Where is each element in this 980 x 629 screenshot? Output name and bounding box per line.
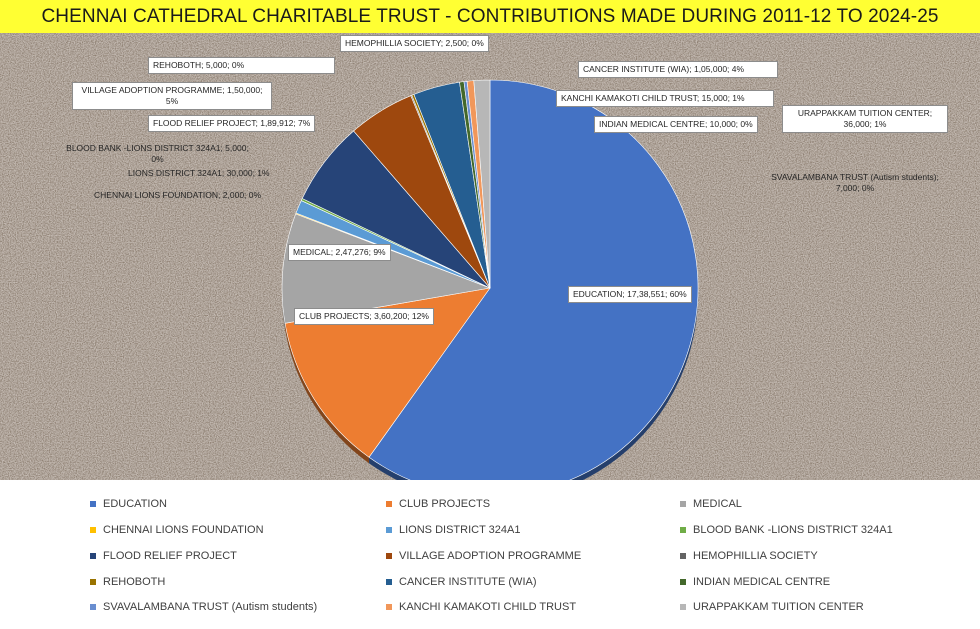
legend-swatch-icon [90,553,96,559]
legend-swatch-icon [90,527,96,533]
legend-label: REHOBOTH [103,576,166,588]
legend-item-urappakkam-tuition-center: URAPPAKKAM TUITION CENTER [680,601,864,613]
chart-title: CHENNAI CATHEDRAL CHARITABLE TRUST - CON… [41,5,939,27]
legend-label: URAPPAKKAM TUITION CENTER [693,601,864,613]
legend-item-lions-district-324a1: LIONS DISTRICT 324A1 [386,524,520,536]
data-label-education: EDUCATION; 17,38,551; 60% [568,286,692,303]
data-label-cancer-institute-wia-: CANCER INSTITUTE (WIA); 1,05,000; 4% [578,61,778,78]
data-label-hemophillia-society: HEMOPHILLIA SOCIETY; 2,500; 0% [340,35,489,52]
legend-item-hemophillia-society: HEMOPHILLIA SOCIETY [680,550,818,562]
legend-label: MEDICAL [693,498,742,510]
legend-item-blood-bank-lions-district-324a1: BLOOD BANK -LIONS DISTRICT 324A1 [680,524,893,536]
data-label-blood-bank-lions-district-324a1: BLOOD BANK -LIONS DISTRICT 324A1; 5,000;… [66,143,249,164]
data-label-club-projects: CLUB PROJECTS; 3,60,200; 12% [294,308,434,325]
legend-swatch-icon [90,604,96,610]
legend-label: INDIAN MEDICAL CENTRE [693,576,831,588]
legend-label: BLOOD BANK -LIONS DISTRICT 324A1 [693,524,893,536]
legend-label: CHENNAI LIONS FOUNDATION [103,524,264,536]
legend-label: SVAVALAMBANA TRUST (Autism students) [103,601,318,613]
legend-label: EDUCATION [103,498,167,510]
legend-swatch-icon [386,579,392,585]
legend-swatch-icon [90,501,96,507]
legend-item-cancer-institute-wia-: CANCER INSTITUTE (WIA) [386,576,537,588]
legend-item-village-adoption-programme: VILLAGE ADOPTION PROGRAMME [386,550,581,562]
data-label-chennai-lions-foundation: CHENNAI LIONS FOUNDATION; 2,000; 0% [94,190,262,200]
data-label-urappakkam-tuition-center: URAPPAKKAM TUITION CENTER; 36,000; 1% [782,105,948,133]
data-label-flood-relief-project: FLOOD RELIEF PROJECT; 1,89,912; 7% [148,115,316,132]
data-label-kanchi-kamakoti-child-trust: KANCHI KAMAKOTI CHILD TRUST; 15,000; 1% [556,90,774,107]
data-label-rehoboth: REHOBOTH; 5,000; 0% [148,57,335,74]
legend-item-rehoboth: REHOBOTH [90,576,165,588]
legend-label: CLUB PROJECTS [399,498,491,510]
legend-label: FLOOD RELIEF PROJECT [103,550,237,562]
legend-swatch-icon [680,501,686,507]
legend-item-education: EDUCATION [90,498,167,510]
legend-swatch-icon [386,553,392,559]
legend-swatch-icon [680,579,686,585]
pie-slice-urappakkam-tuition-center [473,79,491,289]
pie-chart [281,79,699,480]
legend-item-kanchi-kamakoti-child-trust: KANCHI KAMAKOTI CHILD TRUST [386,601,576,613]
legend-label: LIONS DISTRICT 324A1 [399,524,521,536]
legend-swatch-icon [680,527,686,533]
legend-item-chennai-lions-foundation: CHENNAI LIONS FOUNDATION [90,524,264,536]
legend-item-flood-relief-project: FLOOD RELIEF PROJECT [90,550,237,562]
legend-swatch-icon [680,604,686,610]
legend-label: VILLAGE ADOPTION PROGRAMME [399,550,582,562]
legend-label: CANCER INSTITUTE (WIA) [399,576,537,588]
legend-item-indian-medical-centre: INDIAN MEDICAL CENTRE [680,576,830,588]
data-label-village-adoption-programme: VILLAGE ADOPTION PROGRAMME; 1,50,000; 5% [72,82,272,110]
data-label-svavalambana-trust-autism-students-: SVAVALAMBANA TRUST (Autism students); 7,… [771,172,939,193]
data-label-indian-medical-centre: INDIAN MEDICAL CENTRE; 10,000; 0% [594,116,758,133]
pie-slice-club-projects [284,287,491,458]
legend: EDUCATION CLUB PROJECTS MEDICAL CHENNAI LIO… [0,480,980,629]
legend-swatch-icon [680,553,686,559]
legend-item-club-projects: CLUB PROJECTS [386,498,490,510]
legend-swatch-icon [386,527,392,533]
legend-label: HEMOPHILLIA SOCIETY [693,550,818,562]
plot-area: EDUCATION; 17,38,551; 60% CLUB PROJECTS; … [0,33,980,480]
legend-swatch-icon [386,604,392,610]
pie-slice-medical [281,213,492,324]
data-label-medical: MEDICAL; 2,47,276; 9% [288,244,391,261]
pie-slice-education [368,79,699,480]
legend-swatch-icon [90,579,96,585]
legend-item-medical: MEDICAL [680,498,742,510]
data-label-lions-district-324a1: LIONS DISTRICT 324A1; 30,000; 1% [128,168,270,178]
legend-swatch-icon [386,501,392,507]
legend-item-svavalambana-trust-autism-students-: SVAVALAMBANA TRUST (Autism students) [90,601,317,613]
legend-label: KANCHI KAMAKOTI CHILD TRUST [399,601,577,613]
chart-title-bar: CHENNAI CATHEDRAL CHARITABLE TRUST - CON… [0,0,980,33]
